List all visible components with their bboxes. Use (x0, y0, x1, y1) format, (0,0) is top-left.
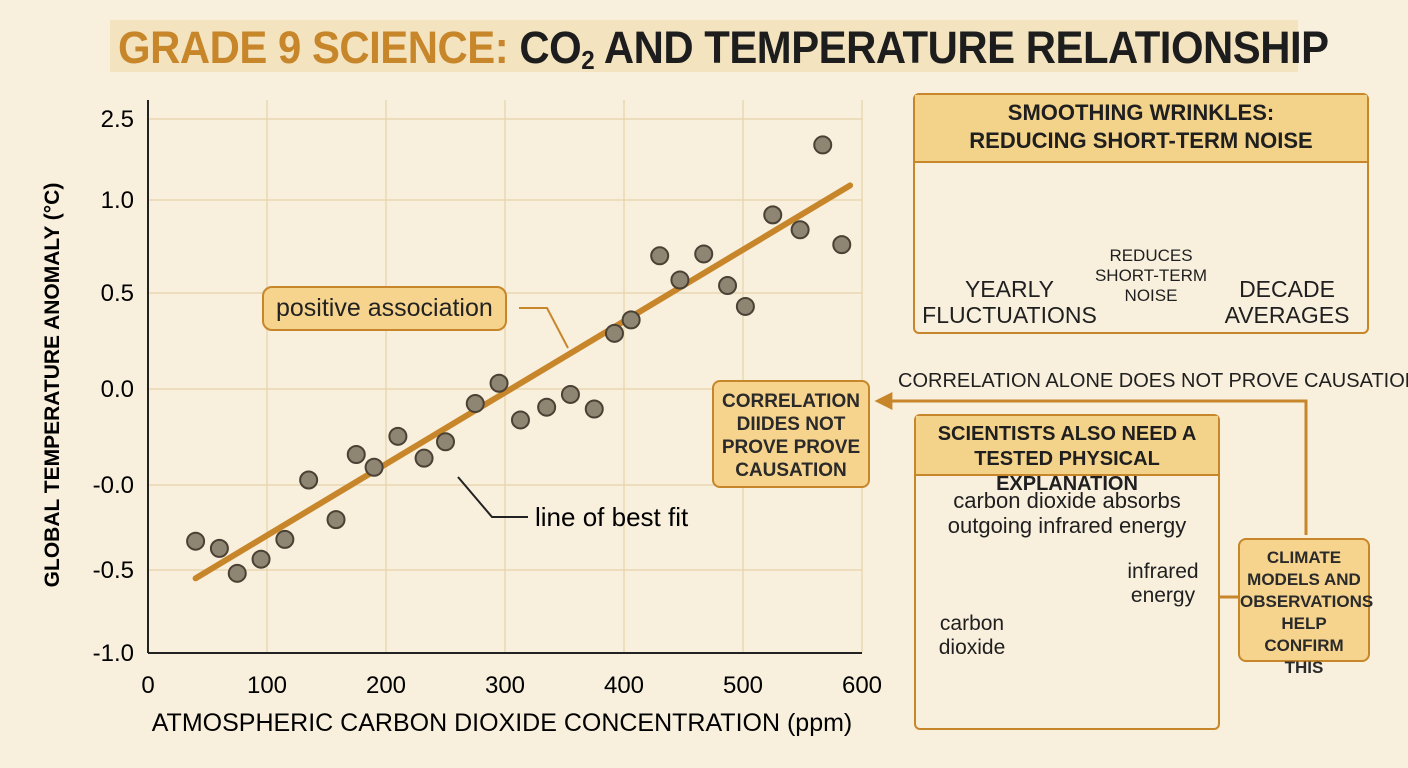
reduces-line-2: SHORT-TERM (1094, 266, 1208, 285)
causation-arrow (874, 392, 1308, 535)
explanation-panel: SCIENTISTS ALSO NEED A TESTED PHYSICAL E… (914, 414, 1220, 730)
models-callout: CLIMATE MODELS AND OBSERVATIONS HELP CON… (1238, 538, 1374, 677)
y-tick-label: -1.0 (93, 640, 134, 667)
y-tick-labels: 2.5 1.0 0.5 0.0 -0.0 -0.5 -1.0 (93, 106, 134, 667)
scatter-point (388, 426, 408, 446)
title-band (110, 20, 1298, 72)
title-rest: AND TEMPERATURE RELATIONSHIP (594, 22, 1329, 73)
correlation-line-3: PROVE PROVE (721, 437, 861, 458)
models-line-1: CLIMATE (1266, 548, 1342, 567)
x-tick-label: 400 (604, 672, 644, 699)
scatter-point (326, 510, 346, 530)
correlation-line-1: CORRELATION (722, 391, 860, 412)
smoothing-panel: SMOOTHING WRINKLES: REDUCING SHORT-TERM … (913, 93, 1369, 334)
scatter-point (510, 410, 530, 430)
carbon-dioxide-label: carbon dioxide (930, 612, 1014, 660)
scatter-point (832, 235, 852, 255)
explanation-body: carbon dioxide absorbs outgoing infrared… (918, 488, 1216, 538)
line-of-best-fit (192, 182, 854, 582)
infrared-energy-label: infrared energy (1113, 560, 1213, 608)
page-title: GRADE 9 SCIENCE: CO2 AND TEMPERATURE REL… (118, 20, 1329, 76)
x-tick-label: 200 (366, 672, 406, 699)
scatter-point (790, 220, 810, 240)
x-tick-label: 300 (485, 672, 525, 699)
scatter-point (621, 310, 641, 330)
infrared-line-1: infrared (1127, 560, 1199, 583)
fit-label: line of best fit (535, 502, 689, 532)
title-co: CO (519, 22, 582, 73)
yearly-line-1: YEARLY (964, 276, 1055, 302)
scatter-points (186, 135, 852, 583)
scatter-point (364, 457, 384, 477)
explanation-title-line-1: SCIENTISTS ALSO NEED A (937, 423, 1197, 445)
models-line-4: HELP CONFIRM (1264, 614, 1344, 655)
carbon-dioxide-line-2: dioxide (938, 636, 1006, 659)
x-tick-label: 600 (842, 672, 882, 699)
title-subscript: 2 (581, 45, 595, 75)
scatter-point (670, 270, 690, 290)
smoothing-panel-title: SMOOTHING WRINKLES: REDUCING SHORT-TERM … (915, 95, 1367, 163)
models-line-3: OBSERVATIONS (1240, 592, 1374, 611)
y-tick-label: 2.5 (101, 106, 134, 133)
y-tick-label: 0.0 (101, 376, 134, 403)
association-leader (519, 307, 569, 349)
scatter-point (694, 244, 714, 264)
correlation-line-2: DIIDES NOT (736, 414, 846, 435)
scatter-point (414, 448, 434, 468)
scatter-point (251, 549, 271, 569)
scatter-point (537, 397, 557, 417)
explanation-body-line-1: carbon dioxide absorbs (953, 488, 1181, 513)
smoothing-title-line-1: SMOOTHING WRINKLES: (1007, 100, 1275, 125)
decade-line-2: AVERAGES (1224, 302, 1350, 328)
reduces-noise-label: REDUCES SHORT-TERM NOISE (1086, 246, 1216, 306)
y-axis-label: GLOBAL TEMPERATURE ANOMALY (°C) (41, 183, 64, 588)
positive-association-label: positive association (262, 286, 507, 331)
title-prefix: GRADE 9 SCIENCE: (118, 22, 509, 73)
causation-banner: CORRELATION ALONE DOES NOT PROVE CAUSATI… (898, 370, 1408, 392)
x-tick-label: 100 (247, 672, 287, 699)
explanation-title-line-2: TESTED PHYSICAL EXPLANATION (974, 448, 1160, 495)
scatter-point (346, 445, 366, 465)
x-tick-label: 0 (141, 672, 154, 699)
scatter-point (275, 529, 295, 549)
y-tick-label: -0.0 (93, 472, 134, 499)
scatter-point (584, 399, 604, 419)
scatter-point (299, 470, 319, 490)
models-line-2: MODELS AND (1247, 570, 1361, 589)
reduces-line-3: NOISE (1124, 286, 1178, 305)
yearly-line-2: FLUCTUATIONS (922, 302, 1097, 328)
smoothing-title-line-2: REDUCING SHORT-TERM NOISE (969, 128, 1313, 153)
scatter-point (718, 276, 738, 296)
scatter-point (560, 384, 580, 404)
models-line-5: THIS (1284, 658, 1324, 677)
scatter-point (489, 373, 509, 393)
scatter-point (436, 432, 455, 452)
explanation-panel-title: SCIENTISTS ALSO NEED A TESTED PHYSICAL E… (916, 416, 1218, 495)
decade-line-1: DECADE (1239, 276, 1335, 302)
yearly-fluctuations-label: YEARLY FLUCTUATIONS (912, 276, 1107, 328)
correlation-line-4: CAUSATION (735, 460, 847, 481)
scatter-point (227, 563, 247, 583)
x-tick-label: 500 (723, 672, 763, 699)
y-tick-label: -0.5 (93, 557, 134, 584)
scatter-point (813, 135, 833, 155)
infrared-line-2: energy (1130, 584, 1196, 607)
reduces-line-1: REDUCES (1109, 246, 1193, 265)
scatter-point (209, 538, 229, 558)
correlation-callout: CORRELATION DIIDES NOT PROVE PROVE CAUSA… (712, 380, 870, 488)
x-axis-label: ATMOSPHERIC CARBON DIOXIDE CONCENTRATION… (152, 709, 853, 737)
scatter-point (735, 296, 755, 316)
scatter-point (465, 394, 485, 414)
scatter-point (186, 531, 206, 551)
fit-leader (457, 476, 528, 518)
y-tick-label: 0.5 (101, 280, 134, 307)
y-tick-label: 1.0 (101, 187, 134, 214)
scatter-point (604, 323, 624, 343)
explanation-body-line-2: outgoing infrared energy (947, 513, 1187, 538)
x-tick-labels: 0 100 200 300 400 500 600 (141, 672, 882, 699)
carbon-dioxide-line-1: carbon (939, 612, 1005, 635)
decade-averages-label: DECADE AVERAGES (1212, 276, 1362, 328)
scatter-point (650, 246, 670, 266)
scatter-point (763, 205, 783, 225)
